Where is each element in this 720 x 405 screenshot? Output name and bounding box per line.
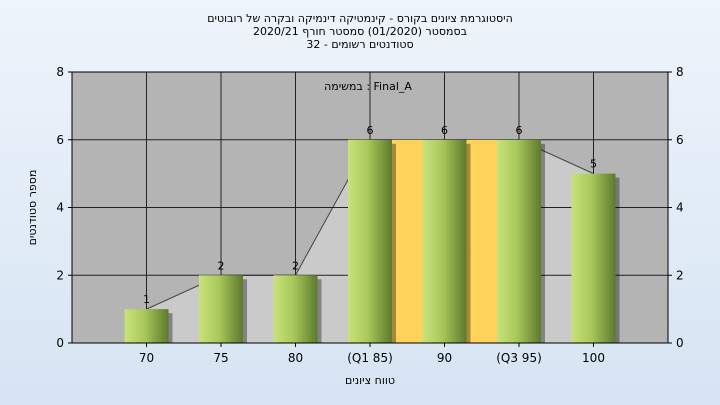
- x-tick-label: 75: [213, 351, 228, 365]
- task-annotation: במשימה : Final_A: [324, 80, 412, 93]
- x-tick-label: (Q1 85): [347, 351, 393, 365]
- y-tick-label-right: 4: [676, 201, 684, 215]
- bar: [348, 139, 392, 343]
- x-tick-label: 80: [288, 351, 303, 365]
- bar: [273, 275, 318, 343]
- y-tick-label-left: 4: [56, 201, 64, 215]
- bar-value-label: 6: [516, 124, 523, 137]
- y-tick-label-left: 2: [56, 268, 64, 282]
- y-tick-label-left: 8: [56, 65, 64, 79]
- bar: [497, 139, 541, 343]
- y-tick-label-right: 0: [676, 336, 684, 350]
- y-tick-label-left: 0: [56, 336, 64, 350]
- bar: [571, 173, 616, 343]
- y-tick-label-right: 8: [676, 65, 684, 79]
- y-tick-label-right: 2: [676, 268, 684, 282]
- x-tick-label: 90: [437, 351, 452, 365]
- bar: [124, 309, 169, 343]
- chart-title: היסטוגרמת ציונים בקורס - קינמטיקה דינמיק…: [207, 12, 513, 25]
- bar-value-label: 2: [292, 259, 299, 272]
- x-tick-label: (Q3 95): [496, 351, 542, 365]
- bar-value-label: 5: [590, 158, 597, 171]
- bar: [199, 275, 243, 343]
- chart-subtitle-registered: סטודנטים רשומים - 32: [306, 38, 414, 51]
- y-axis-title: מספר סטודנטים: [26, 170, 39, 246]
- quartile-band: [392, 139, 423, 343]
- y-tick-label-right: 6: [676, 133, 684, 147]
- x-axis-title: טווח ציונים: [345, 374, 395, 387]
- bar-value-label: 6: [367, 124, 374, 137]
- bar-value-label: 2: [218, 259, 225, 272]
- y-tick-label-left: 6: [56, 133, 64, 147]
- bar-value-label: 1: [143, 293, 150, 306]
- bar-value-label: 6: [441, 124, 448, 137]
- quartile-band: [466, 139, 497, 343]
- chart-subtitle-semester: בסמסטר (01/2020) סמסטר חורף 2020/21: [253, 25, 467, 38]
- x-tick-label: 100: [582, 351, 605, 365]
- bar: [422, 139, 467, 343]
- x-tick-label: 70: [139, 351, 154, 365]
